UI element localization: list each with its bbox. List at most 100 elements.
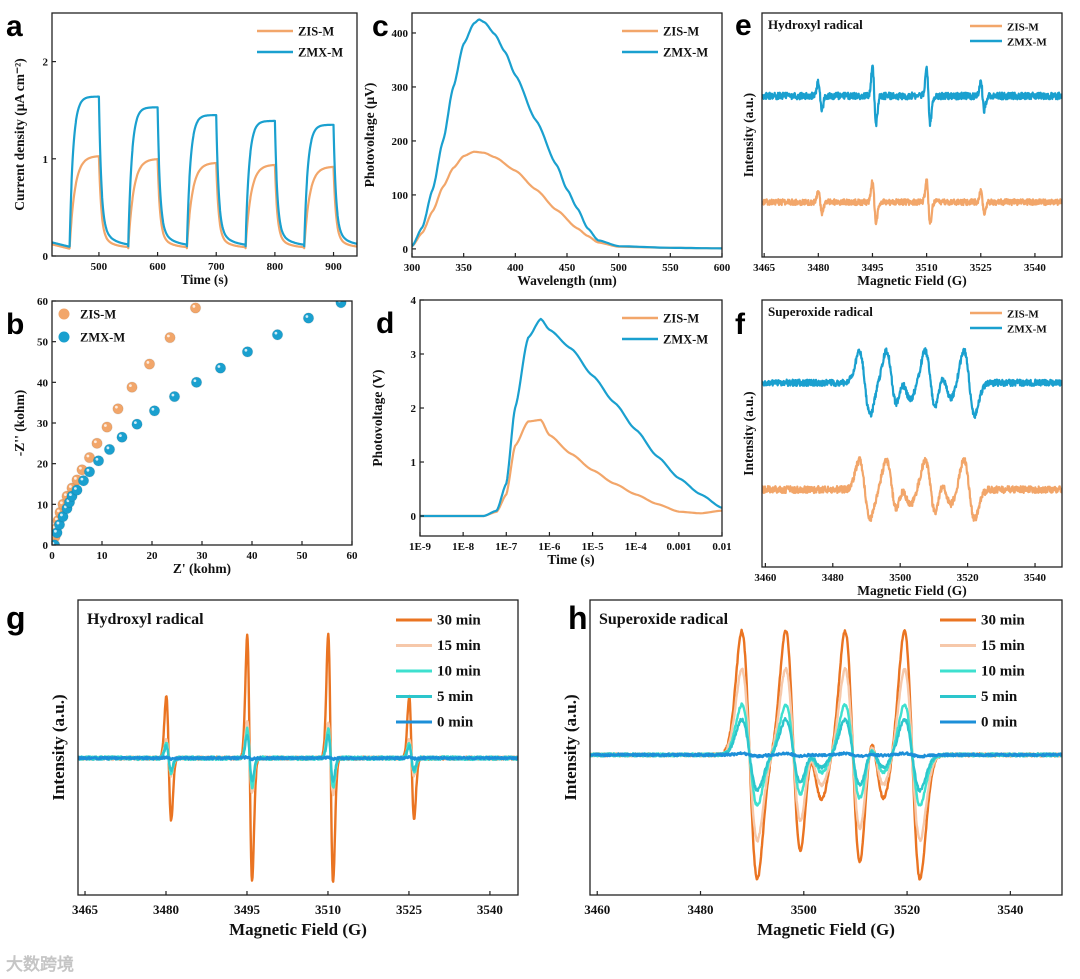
panel-title: Hydroxyl radical: [768, 17, 863, 32]
x-tick-label: 550: [662, 262, 679, 274]
legend-item: ZIS-M: [257, 25, 334, 39]
legend-item: ZIS-M: [622, 312, 699, 326]
plot-area: [420, 317, 722, 518]
plot-area: [762, 64, 1062, 226]
y-tick-label: 100: [392, 190, 409, 202]
data-point-zmx-m-10: [92, 455, 105, 467]
x-tick-label: 3520: [894, 902, 920, 917]
legend-label: 15 min: [981, 638, 1025, 654]
x-tick-label: 600: [714, 262, 731, 274]
x-tick-label: 3525: [396, 902, 423, 917]
legend-label: 5 min: [981, 689, 1018, 705]
plot-area: [52, 95, 357, 250]
data-point-highlight: [79, 466, 82, 470]
plot-frame: [761, 12, 1063, 258]
panel-letter: d: [376, 307, 394, 340]
data-point-highlight: [192, 304, 196, 308]
x-axis-title: Wavelength (nm): [517, 273, 616, 288]
data-point-zmx-m-8: [77, 475, 90, 487]
x-tick-label: 500: [91, 261, 108, 273]
x-tick-label: 3465: [753, 262, 776, 274]
legend-item: 30 min: [940, 613, 1025, 629]
panel-title: Superoxide radical: [768, 304, 873, 319]
x-tick-label: 3540: [477, 902, 503, 917]
y-tick-label: 1: [411, 457, 417, 469]
legend-label: 30 min: [437, 613, 481, 629]
legend-item: ZIS-M: [970, 309, 1039, 321]
legend-item: ZMX-M: [622, 46, 708, 60]
plot-area: [78, 632, 518, 883]
x-tick-label: 1E-6: [538, 541, 561, 553]
data-point-zis-m-12: [101, 421, 113, 433]
x-tick-label: 20: [147, 550, 159, 562]
x-axis-title: Time (s): [547, 552, 594, 567]
data-point-highlight: [80, 477, 84, 481]
data-point-highlight: [69, 485, 72, 488]
legend-label: 15 min: [437, 638, 481, 654]
x-tick-label: 3460: [754, 572, 777, 584]
y-axis-title: Intensity (a.u.): [561, 694, 580, 800]
data-point-zmx-m-20: [302, 312, 315, 324]
legend-item: ZIS-M: [58, 308, 116, 322]
legend: ZIS-M ZMX-M: [257, 25, 343, 60]
data-point-highlight: [217, 365, 221, 368]
series-line-zmx-m: [762, 347, 1062, 419]
x-tick-label: 30: [197, 550, 209, 562]
x-tick-label: 3510: [916, 262, 939, 274]
x-tick-label: 300: [404, 262, 421, 274]
legend-label: ZIS-M: [80, 308, 116, 322]
panel-d: 1E-9 1E-8 1E-7 1E-6 1E-5 1E-4 0.001 0.01 0 1 2 3 4 Ti…: [370, 295, 732, 567]
data-point-highlight: [305, 315, 309, 318]
data-point-highlight: [74, 487, 77, 490]
data-point-highlight: [274, 331, 278, 335]
legend-label: ZMX-M: [80, 331, 125, 345]
legend-label: ZMX-M: [1007, 324, 1047, 336]
plot-frame: [51, 12, 358, 257]
data-point-highlight: [56, 521, 60, 525]
x-tick-label: 800: [267, 261, 284, 273]
data-point-highlight: [171, 393, 175, 397]
y-axis-title: Current density (μA cm⁻²): [12, 58, 27, 210]
x-tick-label: 3540: [997, 902, 1023, 917]
data-point-highlight: [69, 493, 72, 496]
y-tick-label: 20: [37, 459, 49, 471]
data-point-zmx-m-14: [148, 405, 161, 417]
x-tick-label: 1E-9: [409, 541, 432, 553]
y-tick-label: 2: [43, 57, 49, 69]
x-axis-title: Magnetic Field (G): [757, 920, 895, 939]
x-tick-label: 3465: [72, 902, 99, 917]
series-line-zmx-m: [52, 95, 357, 248]
y-tick-label: 30: [37, 418, 49, 430]
y-axis-title: Intensity (a.u.): [741, 391, 756, 475]
data-point-highlight: [146, 361, 150, 364]
legend-label: ZIS-M: [1007, 309, 1039, 321]
legend-item: ZMX-M: [970, 324, 1047, 336]
legend-label: 0 min: [437, 715, 474, 731]
data-point-highlight: [95, 457, 99, 461]
x-tick-label: 700: [208, 261, 225, 273]
x-tick-label: 3500: [791, 902, 817, 917]
data-point-zmx-m-15: [168, 390, 181, 403]
panel-g: 3465 3480 3495 3510 3525 3540 Magnetic Field (…: [6, 599, 519, 939]
plot-area: [590, 628, 1062, 881]
legend-item: ZMX-M: [58, 331, 125, 345]
y-tick-label: 3: [411, 349, 417, 361]
legend: 30 min 15 min 10 min 5 min 0 min: [396, 613, 481, 731]
x-tick-label: 500: [610, 262, 627, 274]
y-tick-label: 4: [411, 295, 417, 307]
data-point-highlight: [119, 434, 122, 438]
legend-item: 15 min: [396, 638, 481, 654]
data-point-highlight: [151, 407, 155, 411]
x-tick-label: 10: [97, 550, 109, 562]
plot-frame: [761, 299, 1063, 568]
legend-item: 10 min: [396, 664, 481, 680]
x-tick-label: 3495: [234, 902, 261, 917]
data-point-zmx-m-16: [190, 376, 203, 389]
series-line-zis-m: [420, 418, 722, 518]
x-axis-title: Magnetic Field (G): [229, 920, 367, 939]
x-tick-label: 3480: [688, 902, 714, 917]
series-line-0-min: [590, 751, 1062, 759]
panel-e: 3465 3480 3495 3510 3525 3540 Magnetic Field (…: [735, 9, 1063, 288]
legend: ZIS-M ZMX-M: [970, 22, 1047, 49]
